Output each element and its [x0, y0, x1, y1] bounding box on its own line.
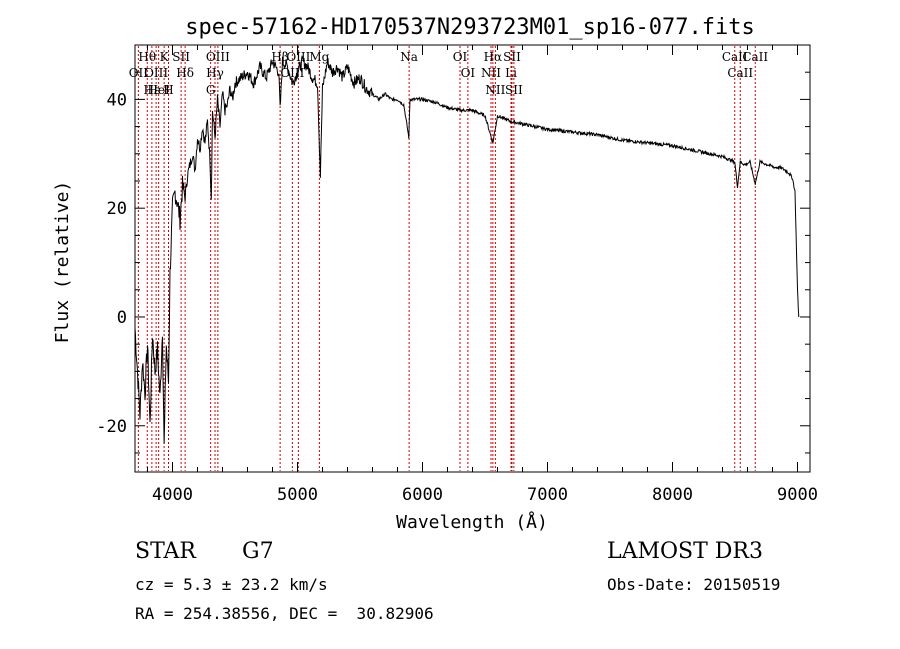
x-tick-label: 6000 [402, 485, 443, 505]
line-label: OI [461, 66, 476, 80]
y-tick-label: 40 [107, 90, 127, 110]
x-axis-label: Wavelength (Å) [396, 511, 548, 533]
x-tick-label: 7000 [527, 485, 568, 505]
y-axis: -20 0 20 40 [96, 71, 810, 454]
line-label: NII [481, 66, 501, 80]
x-axis: 4000 5000 6000 7000 8000 9000 [147, 45, 818, 505]
line-label: CaII [742, 50, 768, 64]
line-label: CaII [727, 66, 753, 80]
line-label: OIII [206, 50, 230, 64]
line-label: OII [129, 66, 149, 80]
x-tick-label: 4000 [152, 485, 193, 505]
y-tick-label: -20 [96, 417, 127, 437]
line-label: HeI [147, 83, 170, 97]
line-label: Mg [309, 50, 329, 64]
line-label: Li [505, 66, 517, 80]
line-label: OI [453, 50, 468, 64]
subclass: G7 [242, 539, 274, 564]
line-label: SII [505, 83, 523, 97]
line-label: NII [485, 83, 505, 97]
survey-name: LAMOST DR3 [607, 539, 763, 564]
line-markers [137, 46, 756, 471]
plot-frame [134, 44, 811, 473]
line-label: Hγ [206, 66, 224, 80]
line-label: OIII [144, 66, 168, 80]
obs-date: Obs-Date: 20150519 [607, 575, 781, 594]
x-tick-label: 5000 [277, 485, 318, 505]
y-tick-label: 20 [107, 199, 127, 219]
coordinates: RA = 254.38556, DEC = 30.82906 [135, 604, 434, 623]
x-tick-label: 8000 [652, 485, 693, 505]
object-class: STAR [135, 539, 196, 564]
line-label: G [206, 83, 216, 97]
line-label-group: HθOIIOIIIHεHeIKHSIIHδOIIIHγGHβOIIIOIIIMg… [129, 50, 769, 97]
y-tick-label: 0 [117, 308, 127, 328]
line-label: SII [503, 50, 521, 64]
redshift-info: cz = 5.3 ± 23.2 km/s [135, 575, 328, 594]
line-label: Hα [484, 50, 503, 64]
line-label: Hθ [138, 50, 156, 64]
line-label: Hε [144, 83, 161, 97]
line-label: H [163, 83, 173, 97]
y-axis-label: Flux (relative) [52, 181, 73, 344]
line-label: OIII [286, 50, 310, 64]
line-label: Na [400, 50, 418, 64]
chart-title: spec-57162-HD170537N293723M01_sp16-077.f… [185, 15, 755, 40]
line-label: Hδ [176, 66, 194, 80]
line-label: Hβ [271, 50, 288, 64]
line-label: SII [172, 50, 190, 64]
x-tick-label: 9000 [777, 485, 818, 505]
line-label: K [160, 50, 170, 64]
spectrum-line [134, 55, 800, 444]
line-label: CaII [722, 50, 748, 64]
